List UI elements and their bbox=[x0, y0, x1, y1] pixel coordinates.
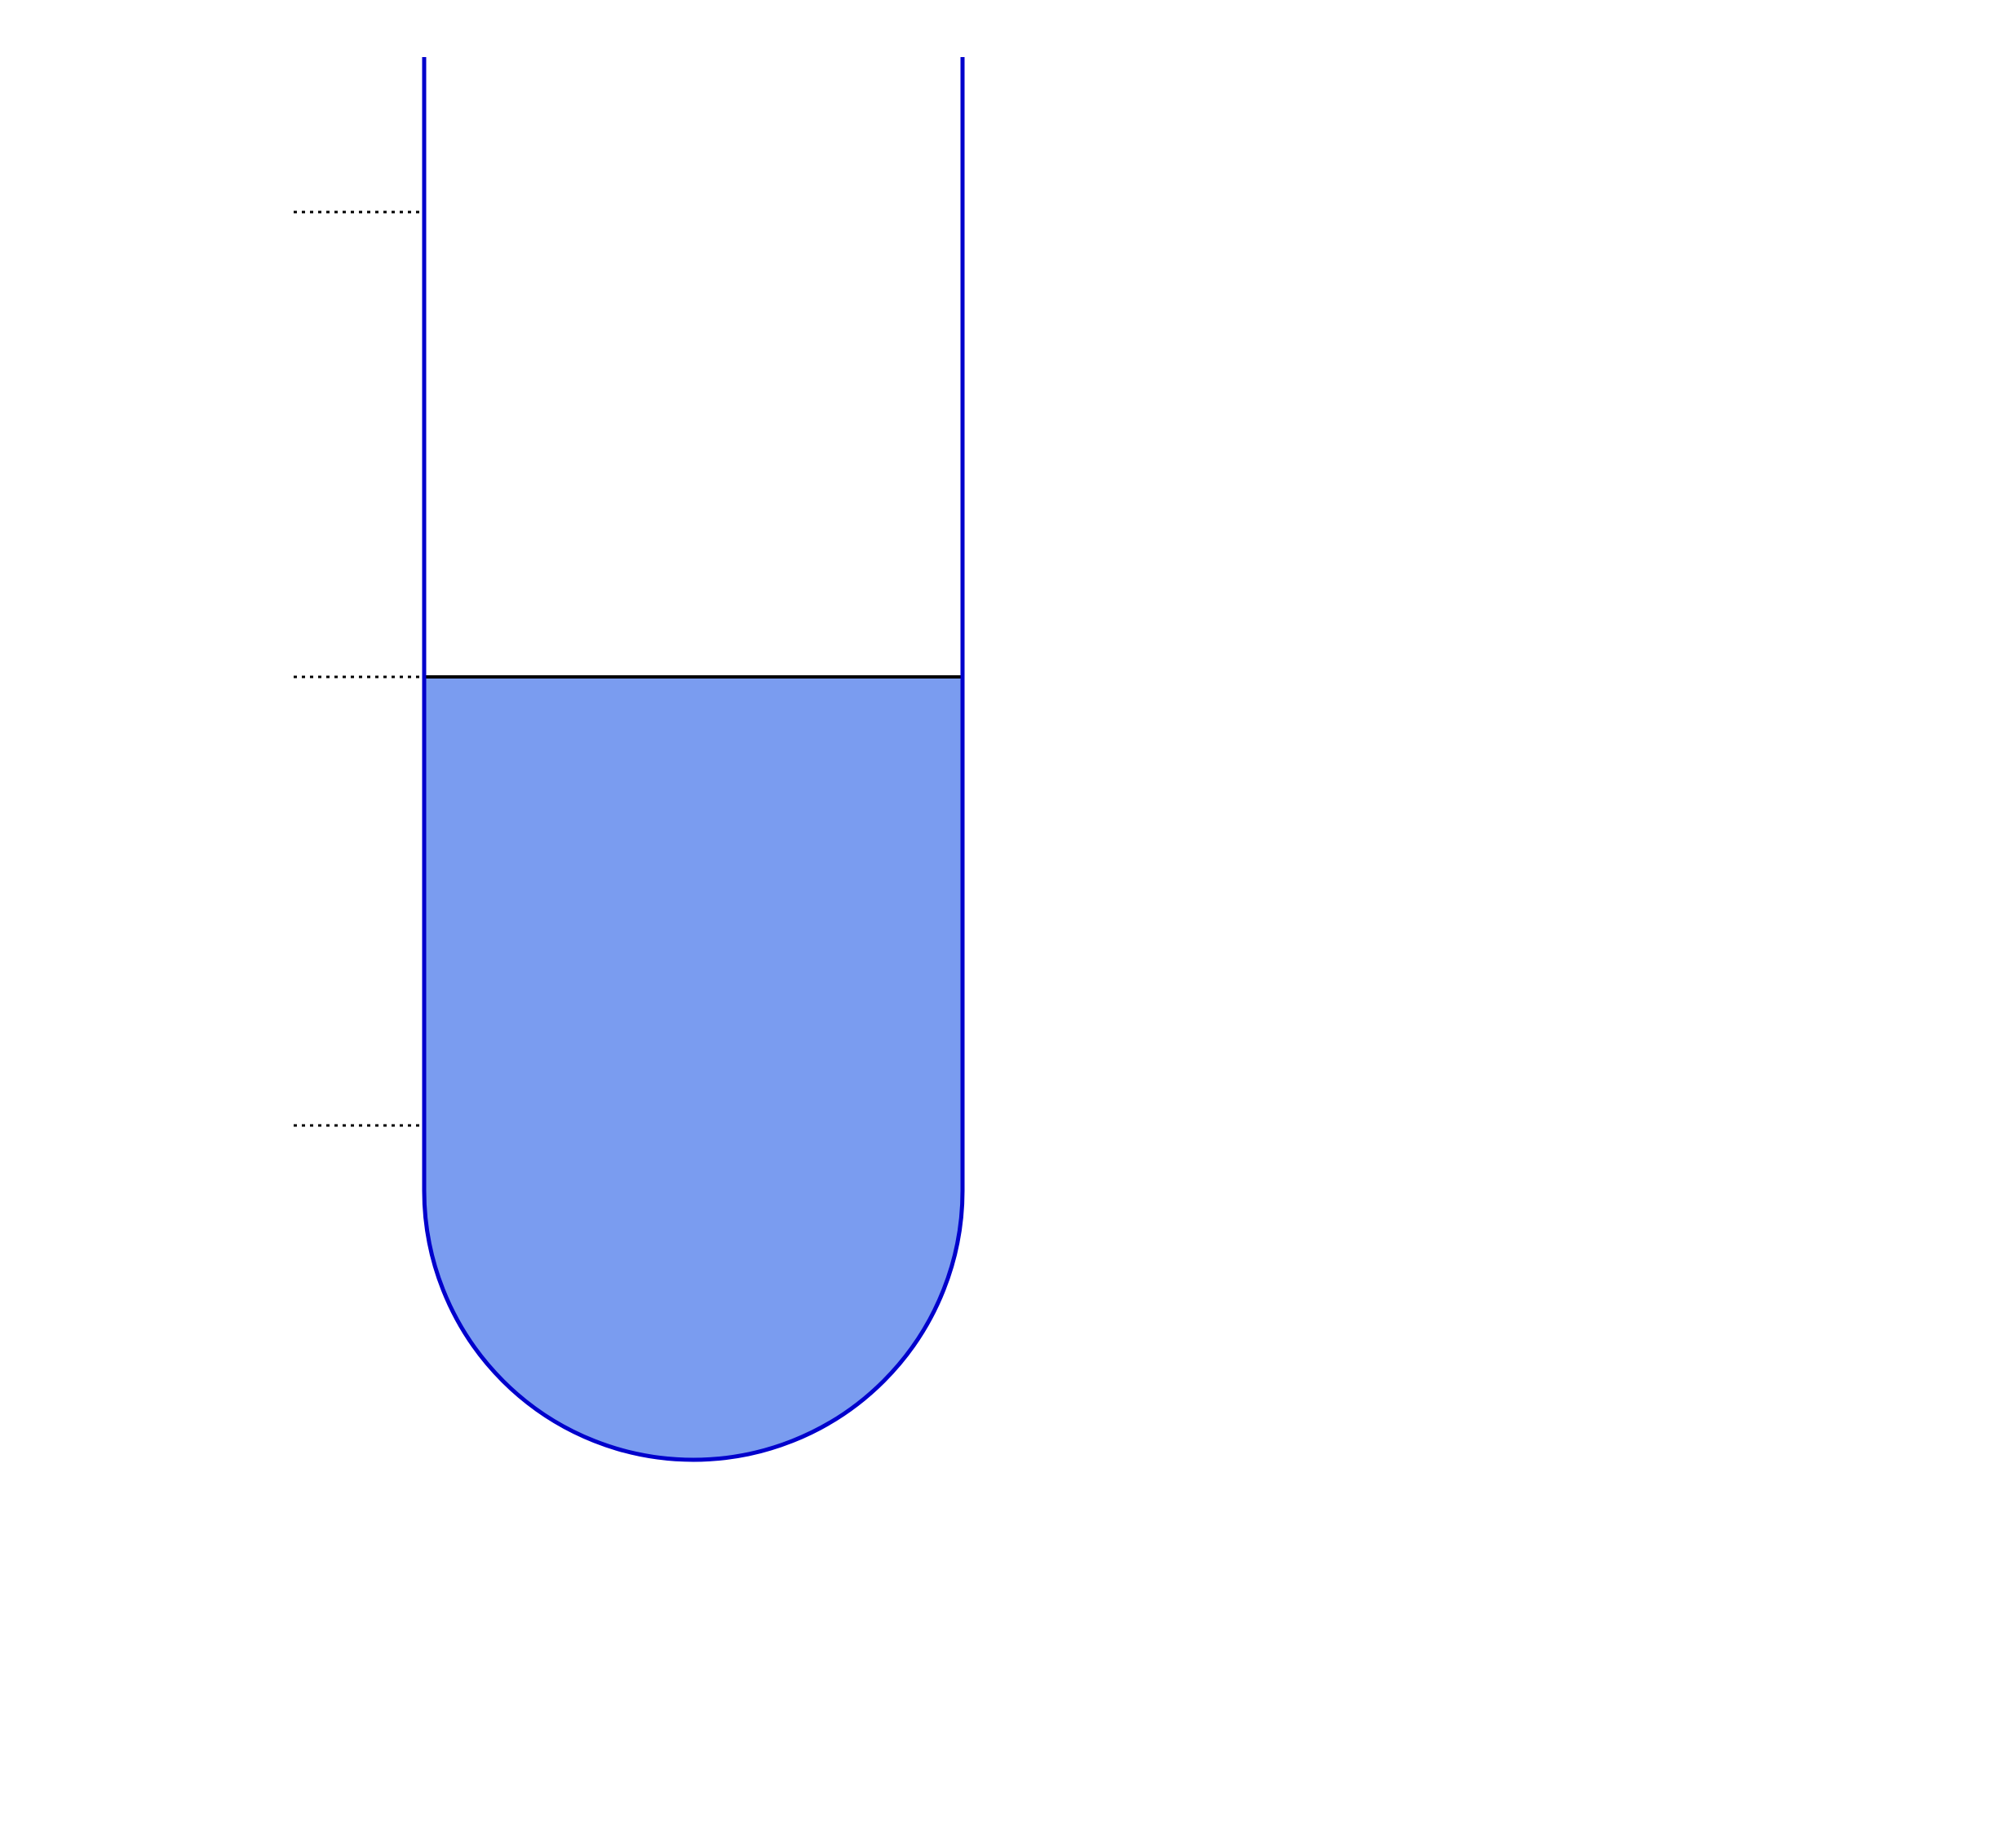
background bbox=[0, 0, 2005, 1844]
hydrostatic-diagram bbox=[0, 0, 2005, 1844]
liquid-fill bbox=[424, 677, 963, 1460]
